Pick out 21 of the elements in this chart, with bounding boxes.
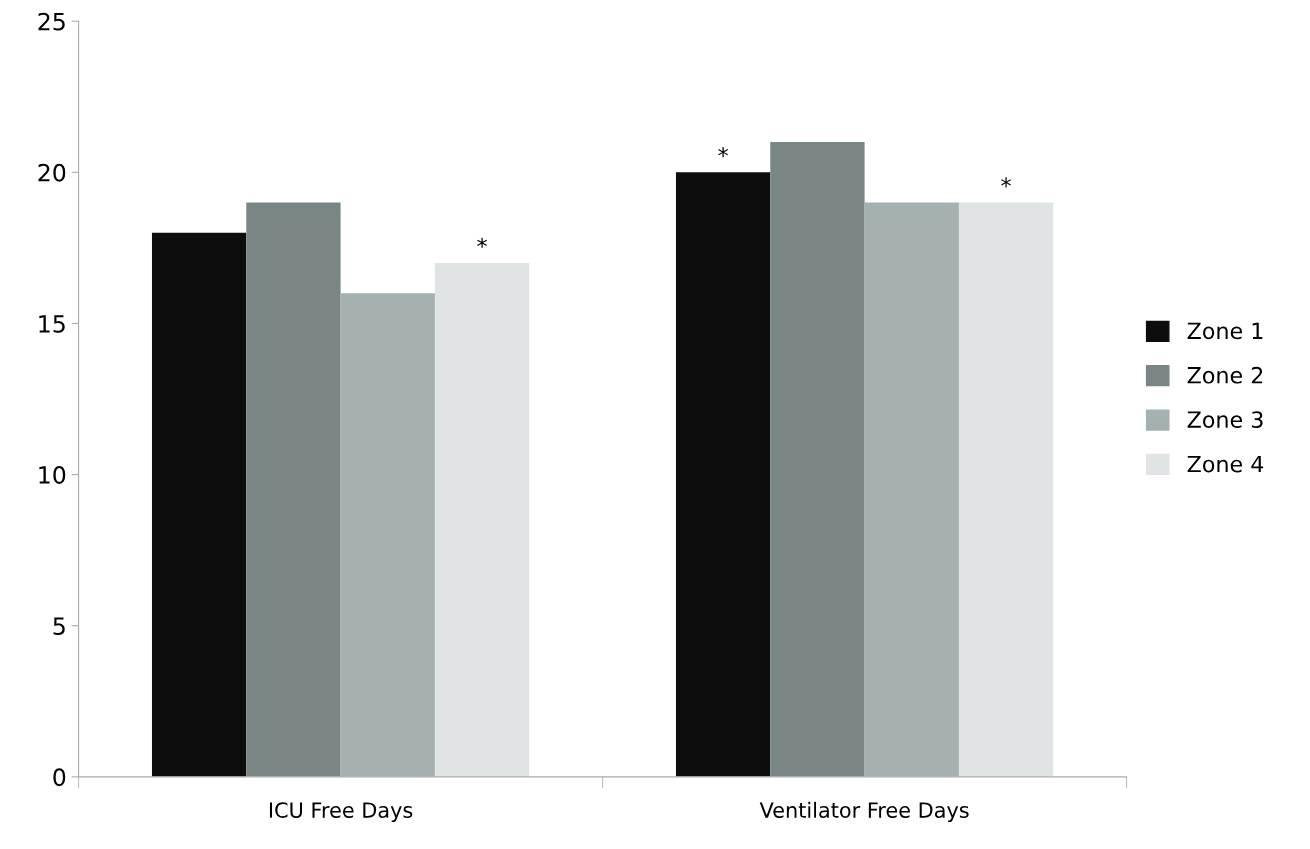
legend-label: Zone 2: [1187, 366, 1263, 384]
legend-label: Zone 4: [1187, 455, 1264, 473]
y-tick-label: 0: [53, 768, 66, 787]
x-tick-label: ICU Free Days: [269, 802, 413, 822]
y-tick-label: 20: [38, 163, 66, 182]
legend-label: Zone 3: [1187, 411, 1263, 429]
bar: [770, 142, 865, 777]
bar: [675, 172, 771, 777]
bar: [434, 263, 530, 777]
bar: [246, 202, 341, 777]
y-tick-label: 10: [39, 466, 66, 484]
y-tick-label: 15: [39, 315, 65, 333]
data-label: *: [477, 237, 487, 248]
data-label: *: [718, 147, 729, 158]
legend-label: Zone 1: [1187, 322, 1263, 340]
bar: [151, 232, 247, 777]
y-tick-label: 5: [53, 617, 65, 636]
x-tick-label: Ventilator Free Days: [759, 801, 969, 822]
y-tick-label: 25: [38, 12, 65, 31]
data-label: *: [1001, 177, 1011, 188]
bar: [958, 202, 1054, 777]
